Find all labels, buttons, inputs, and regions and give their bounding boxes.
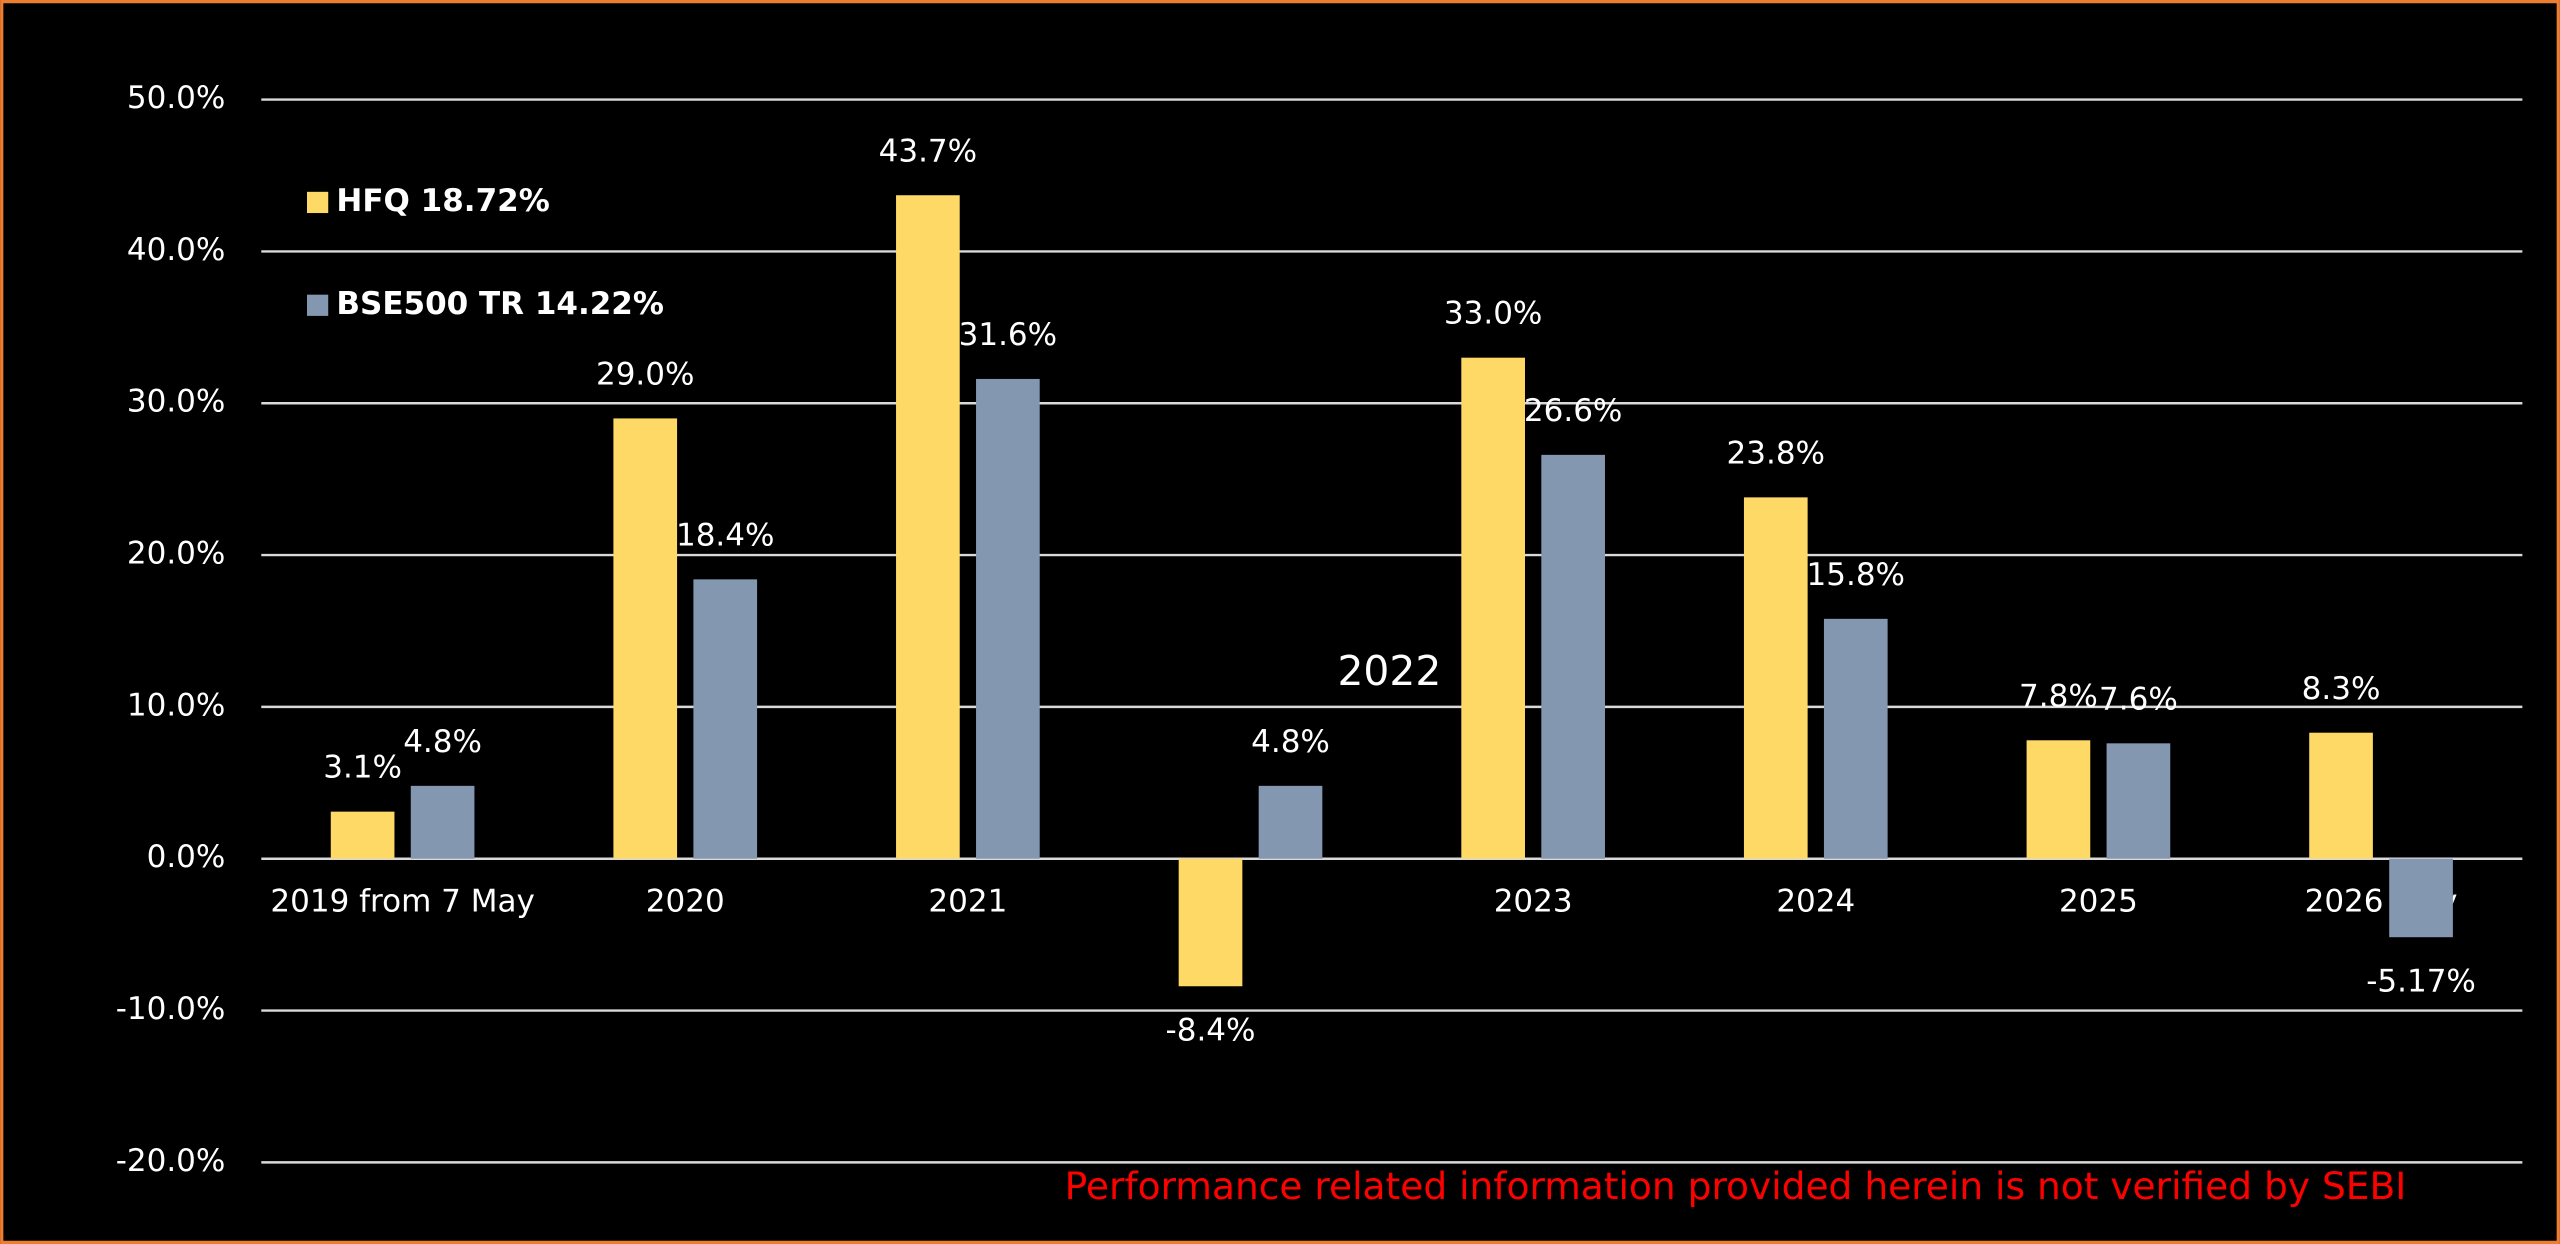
y-tick-label: -20.0% — [116, 1143, 226, 1179]
bar — [330, 811, 395, 859]
value-label: 18.4% — [676, 517, 774, 553]
legend-label: BSE500 TR 14.22% — [336, 286, 664, 322]
value-label: -8.4% — [1166, 1012, 1256, 1048]
bar — [976, 378, 1040, 859]
value-label: 7.8% — [2019, 678, 2098, 714]
value-label: 23.8% — [1727, 435, 1825, 471]
bar — [1178, 858, 1243, 987]
bar — [2389, 858, 2453, 938]
value-label: 8.3% — [2302, 671, 2381, 707]
annotation: 2022 — [1337, 647, 1441, 695]
y-tick-label: 10.0% — [127, 687, 225, 723]
legend-swatch — [307, 294, 329, 316]
x-tick-label: 2025 — [2059, 883, 2138, 919]
y-tick-label: 50.0% — [127, 80, 225, 116]
y-tick-label: -10.0% — [116, 991, 226, 1027]
value-label: 31.6% — [959, 317, 1057, 353]
legend-swatch — [307, 191, 329, 214]
bar — [613, 418, 678, 859]
value-label: 4.8% — [1251, 724, 1330, 760]
bar — [2026, 740, 2091, 859]
value-label: 26.6% — [1524, 393, 1622, 429]
x-tick-label: 2021 — [928, 883, 1007, 919]
bar — [1823, 618, 1888, 859]
value-label: 43.7% — [879, 133, 977, 169]
value-label: 7.6% — [2099, 681, 2178, 717]
bar — [2309, 732, 2373, 859]
value-label: 15.8% — [1807, 557, 1905, 593]
bar — [1541, 454, 1605, 859]
value-label: 3.1% — [323, 750, 402, 786]
bar — [410, 785, 475, 859]
bar — [1258, 785, 1323, 859]
x-tick-label: 2024 — [1776, 883, 1855, 919]
value-label: 4.8% — [403, 724, 482, 760]
bar — [1461, 357, 1525, 859]
x-tick-label: 2019 from 7 May — [270, 883, 534, 919]
value-label: -5.17% — [2366, 963, 2476, 999]
value-label: 33.0% — [1444, 296, 1542, 332]
bar — [1743, 497, 1808, 859]
x-tick-label: 2020 — [646, 883, 725, 919]
x-tick-label: 2023 — [1494, 883, 1573, 919]
legend-label: HFQ 18.72% — [336, 183, 549, 219]
y-tick-label: 20.0% — [127, 536, 225, 572]
y-tick-label: 30.0% — [127, 384, 225, 420]
bar — [693, 579, 758, 859]
disclaimer: Performance related information provided… — [1065, 1164, 2407, 1208]
value-label: 29.0% — [596, 356, 694, 392]
y-tick-label: 0.0% — [147, 839, 226, 875]
bar — [896, 195, 960, 859]
bar — [2106, 743, 2171, 859]
y-tick-label: 40.0% — [127, 232, 225, 268]
